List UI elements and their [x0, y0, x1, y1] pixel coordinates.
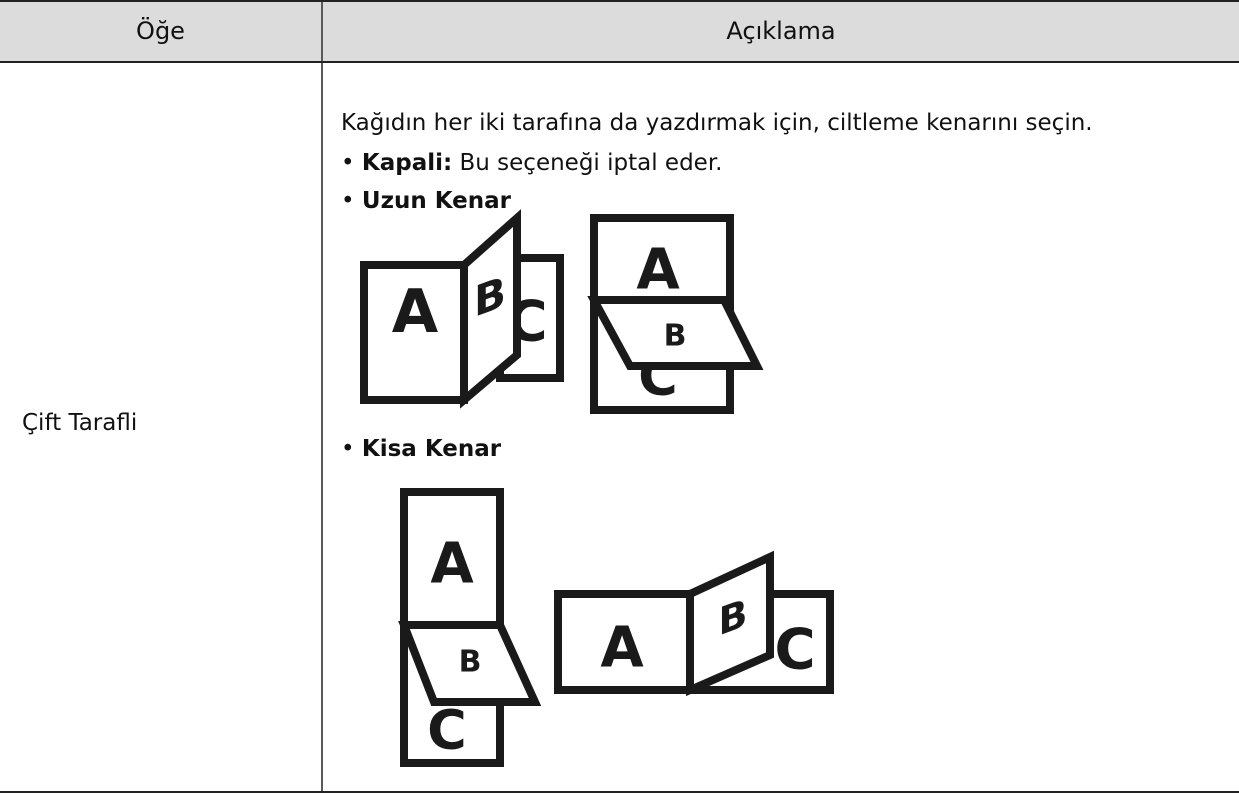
- header-cell: Öğe: [0, 0, 321, 62]
- figure-letter: C: [427, 699, 467, 762]
- description: Kağıdın her iki tarafına da yazdırmak iç…: [341, 110, 1093, 136]
- short-edge-book: C A B: [554, 550, 834, 697]
- figure-letter: B: [474, 268, 506, 328]
- option-label: Kisa Kenar: [361, 436, 502, 462]
- long-edge-book: C A B: [360, 209, 564, 409]
- option-label: Uzun Kenar: [361, 188, 511, 214]
- bullet: • Uzun Kenar: [341, 188, 511, 214]
- figure-letter: A: [636, 238, 680, 303]
- item-cell: Çift Tarafli: [22, 410, 138, 436]
- bullet: • Kapali: Bu seçeneği iptal eder.: [341, 150, 723, 176]
- header-cell: Açıklama: [323, 0, 1239, 62]
- figure-letter: A: [600, 616, 644, 681]
- figure-letter: A: [392, 277, 439, 347]
- long-edge-flip: C A B: [587, 214, 764, 414]
- option-text: Bu seçeneği iptal eder.: [459, 150, 723, 176]
- short-edge-flip: C A B: [398, 488, 542, 767]
- figure-letter: B: [664, 319, 687, 354]
- figure-letter: B: [719, 591, 748, 645]
- figure-letter: B: [459, 645, 482, 680]
- figure-letter: A: [430, 532, 474, 597]
- figure-letter: C: [774, 618, 815, 683]
- bullet: • Kisa Kenar: [341, 436, 502, 462]
- option-label: Kapali:: [361, 150, 453, 176]
